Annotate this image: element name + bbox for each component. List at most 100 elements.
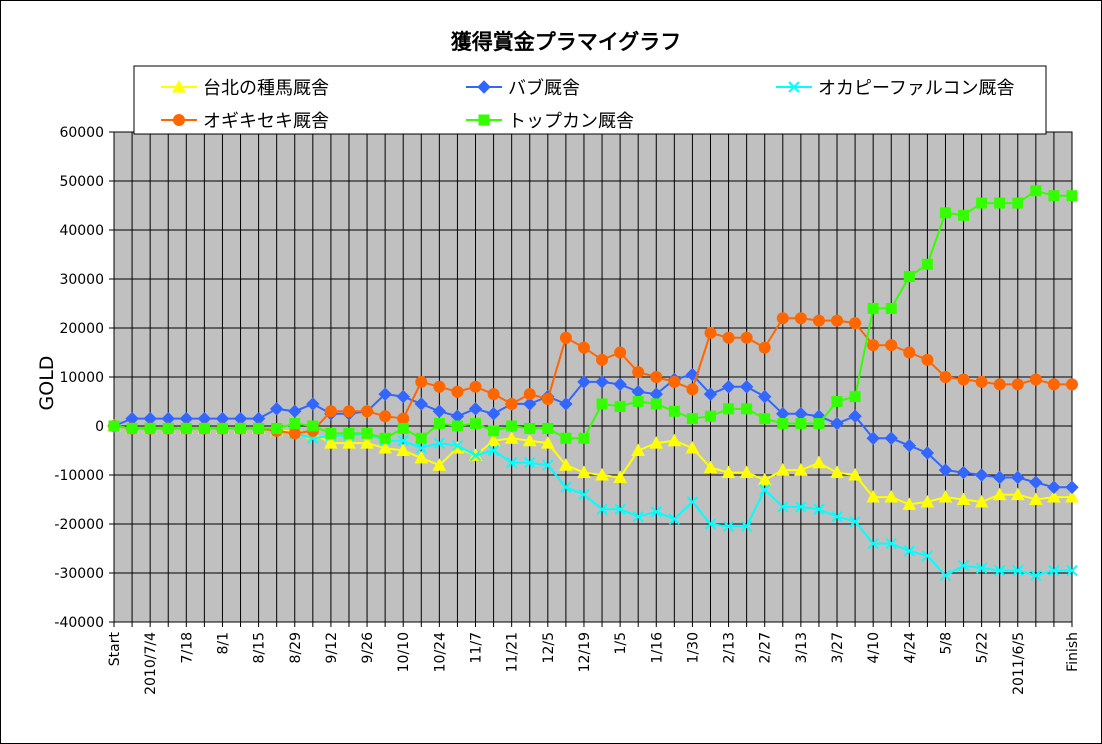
data-point — [1048, 190, 1060, 202]
y-tick-label: -30000 — [54, 566, 104, 582]
x-marker-stroke — [686, 496, 699, 508]
data-point — [974, 494, 989, 508]
data-point — [921, 550, 934, 562]
data-point — [668, 513, 681, 525]
legend-marker — [788, 81, 800, 93]
x-marker-stroke — [542, 459, 554, 471]
data-point — [415, 375, 428, 388]
data-point — [415, 442, 427, 454]
data-point — [1066, 190, 1078, 202]
data-point — [433, 380, 446, 393]
y-tick-label: 60000 — [59, 125, 104, 141]
x-marker-stroke — [469, 449, 482, 462]
data-point — [126, 422, 138, 434]
x-marker-stroke — [788, 81, 800, 93]
data-point — [522, 433, 537, 447]
data-point — [903, 346, 916, 359]
data-point — [486, 433, 501, 447]
data-point — [831, 510, 843, 523]
data-point — [686, 496, 699, 508]
data-point — [523, 388, 536, 401]
y-tick-label: 10000 — [59, 370, 104, 386]
data-point — [577, 465, 591, 479]
data-point — [649, 436, 664, 449]
legend-marker — [173, 114, 185, 126]
data-point — [379, 432, 391, 444]
data-point — [487, 388, 500, 401]
data-point — [487, 444, 500, 457]
data-point — [631, 443, 646, 456]
data-point — [269, 402, 284, 416]
data-point — [1066, 378, 1078, 391]
data-point — [704, 518, 717, 530]
data-point — [830, 465, 844, 479]
x-marker-stroke — [867, 537, 879, 550]
data-point — [1011, 378, 1024, 391]
y-tick-label: 20000 — [59, 321, 104, 337]
data-point — [505, 457, 518, 469]
x-tick-label: 12/5 — [541, 632, 557, 663]
y-tick-label: -40000 — [54, 615, 104, 631]
x-tick-label: 2/13 — [722, 632, 738, 663]
data-point — [614, 503, 626, 516]
data-point — [812, 455, 826, 469]
data-point — [650, 371, 663, 383]
data-point — [540, 436, 555, 449]
data-point — [180, 422, 192, 434]
x-marker-stroke — [921, 550, 934, 562]
data-point — [307, 420, 319, 432]
x-tick-label: 11/21 — [505, 632, 521, 672]
x-tick-label: 1/16 — [649, 632, 665, 664]
data-point — [1065, 480, 1079, 494]
data-point — [288, 404, 302, 419]
data-point — [704, 410, 716, 422]
data-point — [975, 375, 988, 388]
y-tick-label: 0 — [95, 419, 104, 435]
data-point — [378, 441, 392, 454]
data-point — [432, 404, 447, 419]
data-point — [1012, 564, 1024, 577]
x-tick-label: 7/18 — [179, 632, 195, 663]
x-axis: Start 2010/7/4 7/18 8/1 8/15 8/29 9/12 9/26 10/1… — [107, 132, 1081, 695]
x-marker-stroke — [777, 501, 789, 513]
data-point — [1010, 487, 1025, 501]
data-point — [992, 470, 1007, 485]
data-point — [958, 209, 970, 221]
y-axis-label: GOLD — [36, 356, 58, 411]
x-tick-label: 2/27 — [758, 632, 774, 663]
y-tick-label: 40000 — [59, 223, 104, 239]
data-point — [939, 371, 952, 383]
data-point — [722, 520, 735, 533]
data-point — [921, 353, 934, 366]
x-marker-stroke — [560, 481, 572, 493]
x-tick-label: 1/30 — [685, 632, 701, 663]
x-tick-label: 4/24 — [902, 632, 918, 664]
data-point — [253, 422, 265, 434]
data-point — [920, 494, 935, 508]
data-point — [721, 380, 736, 394]
data-point — [667, 433, 682, 447]
data-point — [740, 331, 753, 344]
grid — [114, 132, 1072, 622]
series-5 — [108, 185, 1078, 444]
x-marker-stroke — [831, 510, 843, 523]
data-point — [577, 375, 591, 389]
y-tick-label: -20000 — [54, 517, 104, 533]
data-point — [903, 545, 916, 557]
legend-label: 台北の種馬厩舎 — [203, 78, 329, 99]
data-point — [975, 562, 988, 574]
x-marker-stroke — [668, 513, 681, 525]
data-point — [468, 402, 483, 416]
x-marker-stroke — [451, 439, 464, 452]
data-point — [902, 497, 917, 510]
data-point — [685, 441, 700, 454]
data-point — [1012, 197, 1024, 209]
data-point — [704, 326, 717, 339]
data-point — [1047, 480, 1061, 494]
legend-item: 台北の種馬厩舎 — [161, 78, 329, 99]
data-point — [831, 314, 844, 327]
series-layer — [107, 185, 1079, 582]
data-point — [1029, 475, 1043, 490]
data-point — [903, 271, 915, 283]
